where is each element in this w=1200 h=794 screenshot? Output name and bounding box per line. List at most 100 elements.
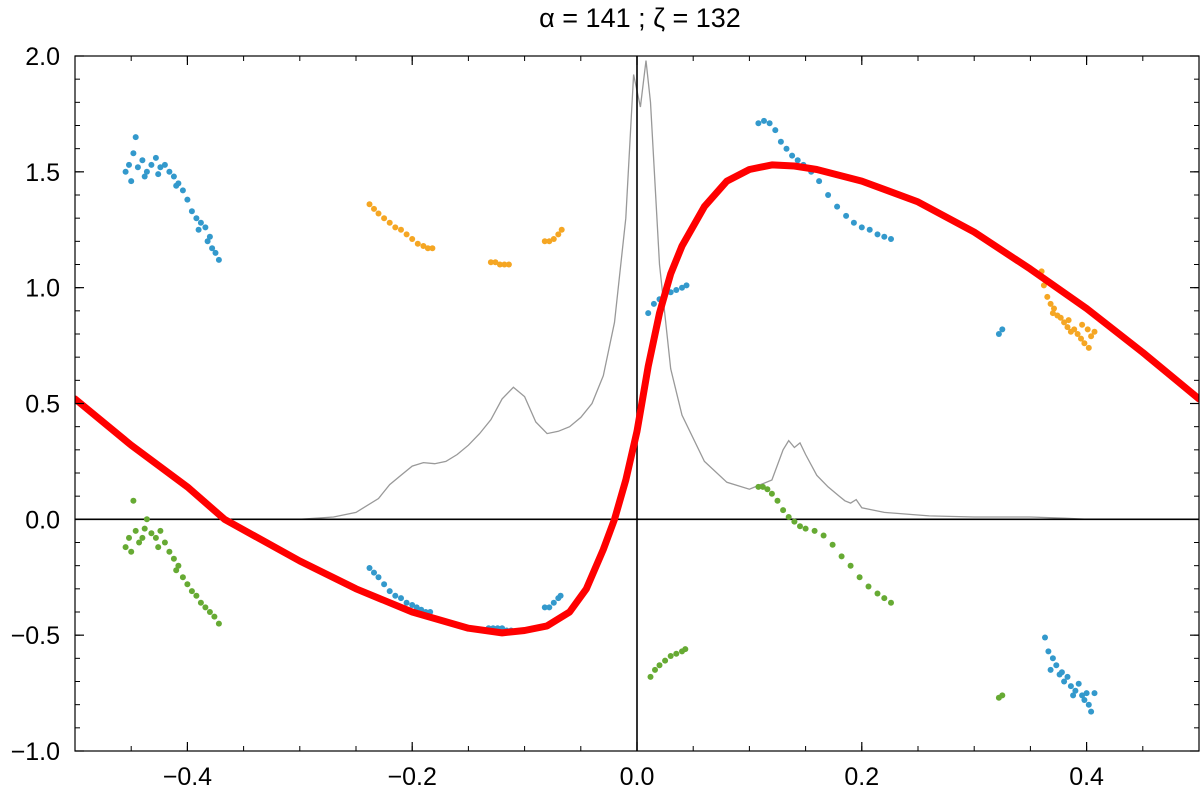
scatter-point-series-14 [682,646,689,653]
scatter-point-series-0 [122,168,129,175]
y-tick-label: 1.5 [25,159,60,187]
scatter-point-series-13 [874,590,881,597]
y-tick-label: 0.0 [25,506,60,534]
scatter-point-series-11 [1079,321,1086,328]
reference-lines [75,56,1199,751]
scatter-point-series-11 [1081,340,1088,347]
scatter-point-series-13 [791,518,798,525]
scatter-point-series-5 [541,604,548,611]
scatter-point-series-14 [662,657,669,664]
scatter-point-series-12 [166,548,173,555]
scatter-point-series-1 [888,236,894,242]
scatter-point-series-12 [197,599,204,606]
scatter-point-series-12 [139,534,146,541]
scatter-point-series-8 [420,243,427,249]
scatter-point-series-0 [188,208,195,215]
scatter-point-series-0 [143,168,150,175]
scatter-point-series-11 [1078,335,1084,342]
scatter-point-series-12 [161,539,168,546]
scatter-point-series-11 [1047,300,1054,307]
scatter-point-series-0 [204,238,211,245]
y-tick-label: 1.0 [25,275,60,303]
scatter-point-series-0 [134,164,141,171]
scatter-point-series-11 [1085,344,1092,351]
scatter-point-series-11 [1065,317,1072,324]
scatter-point-series-11 [1040,282,1047,289]
scatter-point-series-13 [802,525,809,532]
scatter-point-series-13 [811,527,818,534]
scatter-point-series-1 [766,120,773,127]
scatter-point-series-8 [403,231,410,238]
scatter-point-series-8 [409,236,416,242]
scatter-point-series-10 [550,236,557,242]
scatter-point-series-11 [1061,319,1068,326]
scatter-point-series-5 [546,604,553,611]
scatter-point-series-0 [179,187,186,194]
scatter-point-series-14 [652,666,658,673]
scatter-point-series-0 [139,157,146,164]
scatter-point-series-10 [558,226,565,233]
scatter-point-series-3 [398,595,404,602]
scatter-point-series-6 [999,326,1006,333]
scatter-point-series-13 [764,486,771,493]
scatter-point-series-0 [157,164,164,171]
scatter-point-series-7 [1047,666,1054,673]
scatter-point-series-7 [1045,648,1052,655]
scatter-point-series-1 [850,219,857,226]
scatter-point-series-8 [398,226,404,233]
scatter-point-series-0 [148,161,155,168]
scatter-point-series-13 [838,553,845,560]
scatter-point-series-7 [1091,690,1098,697]
scatter-point-series-1 [783,145,790,152]
scatter-point-series-11 [1049,310,1056,317]
scatter-point-series-13 [774,497,781,504]
scatter-point-series-8 [366,201,373,208]
scatter-point-series-3 [392,592,399,599]
scatter-point-series-12 [157,527,164,534]
scatter-layer [122,117,1098,715]
scatter-point-series-11 [1084,326,1091,333]
scatter-point-series-1 [874,231,881,238]
scatter-point-series-7 [1042,634,1048,641]
scatter-point-series-13 [856,574,863,581]
scatter-point-series-2 [679,284,685,291]
scatter-point-series-3 [366,565,373,571]
scatter-point-series-0 [161,161,168,168]
scatter-point-series-8 [429,245,436,252]
scatter-point-series-5 [557,592,564,599]
scatter-point-series-3 [413,604,420,611]
scatter-point-series-0 [193,215,200,222]
scatter-point-series-6 [995,331,1002,337]
scatter-point-series-7 [1064,673,1071,680]
scatter-point-series-11 [1091,328,1098,335]
scatter-point-series-8 [381,215,388,222]
scatter-point-series-11 [1057,314,1064,321]
scatter-point-series-7 [1081,697,1088,703]
scatter-point-series-12 [155,544,162,551]
scatter-point-series-7 [1075,680,1082,687]
scatter-point-series-2 [683,282,690,289]
scatter-point-series-0 [170,173,177,180]
scatter-point-series-13 [888,599,894,606]
scatter-point-series-14 [673,650,680,657]
scatter-point-series-1 [825,192,832,198]
scatter-point-series-7 [1088,708,1095,715]
scatter-point-series-5 [550,599,557,606]
scatter-point-series-0 [215,256,222,263]
scatter-point-series-13 [759,483,766,490]
scatter-point-series-12 [126,534,132,541]
scatter-point-series-7 [1049,655,1056,662]
scatter-point-series-12 [130,497,137,504]
scatter-point-series-1 [834,203,841,210]
scatter-point-series-3 [381,581,388,588]
scatter-point-series-12 [193,592,200,599]
scatter-point-series-2 [645,310,652,317]
y-tick-label: −0.5 [11,622,60,650]
scatter-point-series-0 [209,245,216,252]
scatter-point-series-0 [128,178,135,185]
scatter-point-series-2 [673,287,680,293]
axis-layer: −0.4 −0.2 0.0 0.2 0.4 −1.0 −0.5 0.0 0.5 1.0 1.5 2.0 [11,43,1200,791]
scatter-point-series-12 [148,530,155,537]
scatter-point-series-0 [206,233,213,240]
scatter-point-series-1 [816,178,823,185]
